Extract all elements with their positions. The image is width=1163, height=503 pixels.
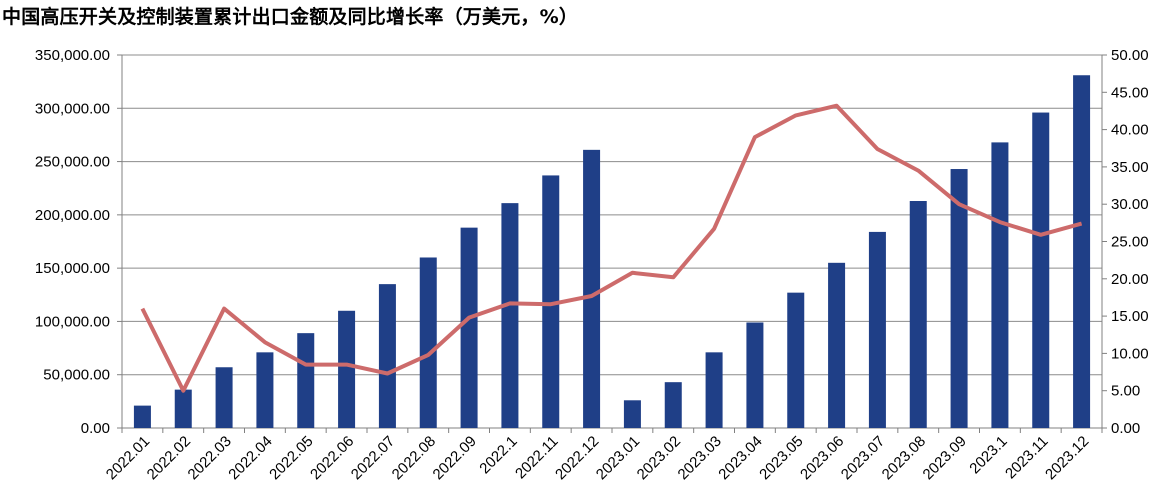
bar bbox=[378, 284, 396, 428]
x-tick-label: 2022.08 bbox=[389, 433, 439, 483]
x-tick-label: 2023.08 bbox=[879, 433, 929, 483]
x-tick-label: 2023.06 bbox=[797, 433, 847, 483]
bar bbox=[215, 367, 233, 428]
x-tick-label: 2022.02 bbox=[144, 433, 194, 483]
y-right-tick-label: 10.00 bbox=[1111, 345, 1149, 362]
y-right-tick-label: 50.00 bbox=[1111, 47, 1149, 64]
y-left-tick-label: 350,000.00 bbox=[35, 47, 110, 64]
x-tick-label: 2023.04 bbox=[715, 433, 765, 483]
y-right-tick-label: 20.00 bbox=[1111, 271, 1149, 288]
bar bbox=[501, 203, 519, 428]
bar bbox=[909, 201, 927, 428]
bar bbox=[828, 262, 846, 428]
x-tick-label: 2022.12 bbox=[552, 433, 602, 483]
bar bbox=[746, 322, 764, 428]
bar bbox=[868, 231, 886, 428]
bar bbox=[338, 310, 356, 428]
bar bbox=[297, 333, 315, 428]
y-right-tick-label: 30.00 bbox=[1111, 196, 1149, 213]
y-right-tick-label: 25.00 bbox=[1111, 234, 1149, 251]
bar bbox=[1073, 75, 1091, 429]
y-left-tick-label: 150,000.00 bbox=[35, 260, 110, 277]
x-tick-label: 2022.04 bbox=[225, 433, 275, 483]
bar bbox=[583, 149, 601, 428]
y-left-tick-label: 250,000.00 bbox=[35, 154, 110, 171]
y-left-tick-label: 200,000.00 bbox=[35, 207, 110, 224]
y-right-tick-label: 5.00 bbox=[1111, 383, 1140, 400]
y-right-tick-label: 35.00 bbox=[1111, 159, 1149, 176]
bar bbox=[950, 169, 968, 428]
x-tick-label: 2023.07 bbox=[838, 433, 888, 483]
x-tick-label: 2022.09 bbox=[430, 433, 480, 483]
x-tick-label: 2023.05 bbox=[756, 433, 806, 483]
x-tick-label: 2023.03 bbox=[675, 433, 725, 483]
chart-title: 中国高压开关及控制装置累计出口金额及同比增长率（万美元，%） bbox=[2, 6, 579, 28]
growth-rate-line bbox=[140, 103, 1083, 393]
y-right-tick-label: 15.00 bbox=[1111, 308, 1149, 325]
bar bbox=[991, 142, 1009, 429]
bar bbox=[542, 175, 560, 428]
x-tick-label: 2023.11 bbox=[1002, 433, 1052, 483]
y-right-tick-label: 0.00 bbox=[1111, 420, 1140, 437]
x-tick-label: 2022.01 bbox=[103, 433, 153, 483]
bar bbox=[664, 382, 682, 428]
bar bbox=[705, 352, 723, 428]
x-tick-label: 2023.09 bbox=[920, 433, 970, 483]
bar bbox=[623, 400, 641, 428]
y-left-tick-label: 300,000.00 bbox=[35, 100, 110, 117]
y-right-tick-label: 40.00 bbox=[1111, 122, 1149, 139]
bar bbox=[256, 352, 274, 428]
bar bbox=[460, 227, 478, 428]
x-tick-label: 2022.03 bbox=[185, 433, 235, 483]
bar bbox=[133, 405, 151, 428]
bar bbox=[419, 257, 437, 428]
y-left-tick-label: 100,000.00 bbox=[35, 313, 110, 330]
y-right-tick-label: 45.00 bbox=[1111, 84, 1149, 101]
bar bbox=[174, 389, 192, 428]
x-tick-label: 2023.01 bbox=[593, 433, 643, 483]
x-tick-label: 2022.07 bbox=[348, 433, 398, 483]
x-tick-label: 2022.11 bbox=[512, 433, 562, 483]
bar bbox=[787, 292, 805, 428]
x-tick-label: 2022.05 bbox=[266, 433, 316, 483]
y-left-tick-label: 50,000.00 bbox=[43, 367, 110, 384]
bar bbox=[1032, 112, 1050, 428]
x-tick-label: 2023.12 bbox=[1042, 433, 1092, 483]
y-left-tick-label: 0.00 bbox=[81, 420, 110, 437]
x-tick-label: 2022.06 bbox=[307, 433, 357, 483]
x-tick-label: 2023.02 bbox=[634, 433, 684, 483]
